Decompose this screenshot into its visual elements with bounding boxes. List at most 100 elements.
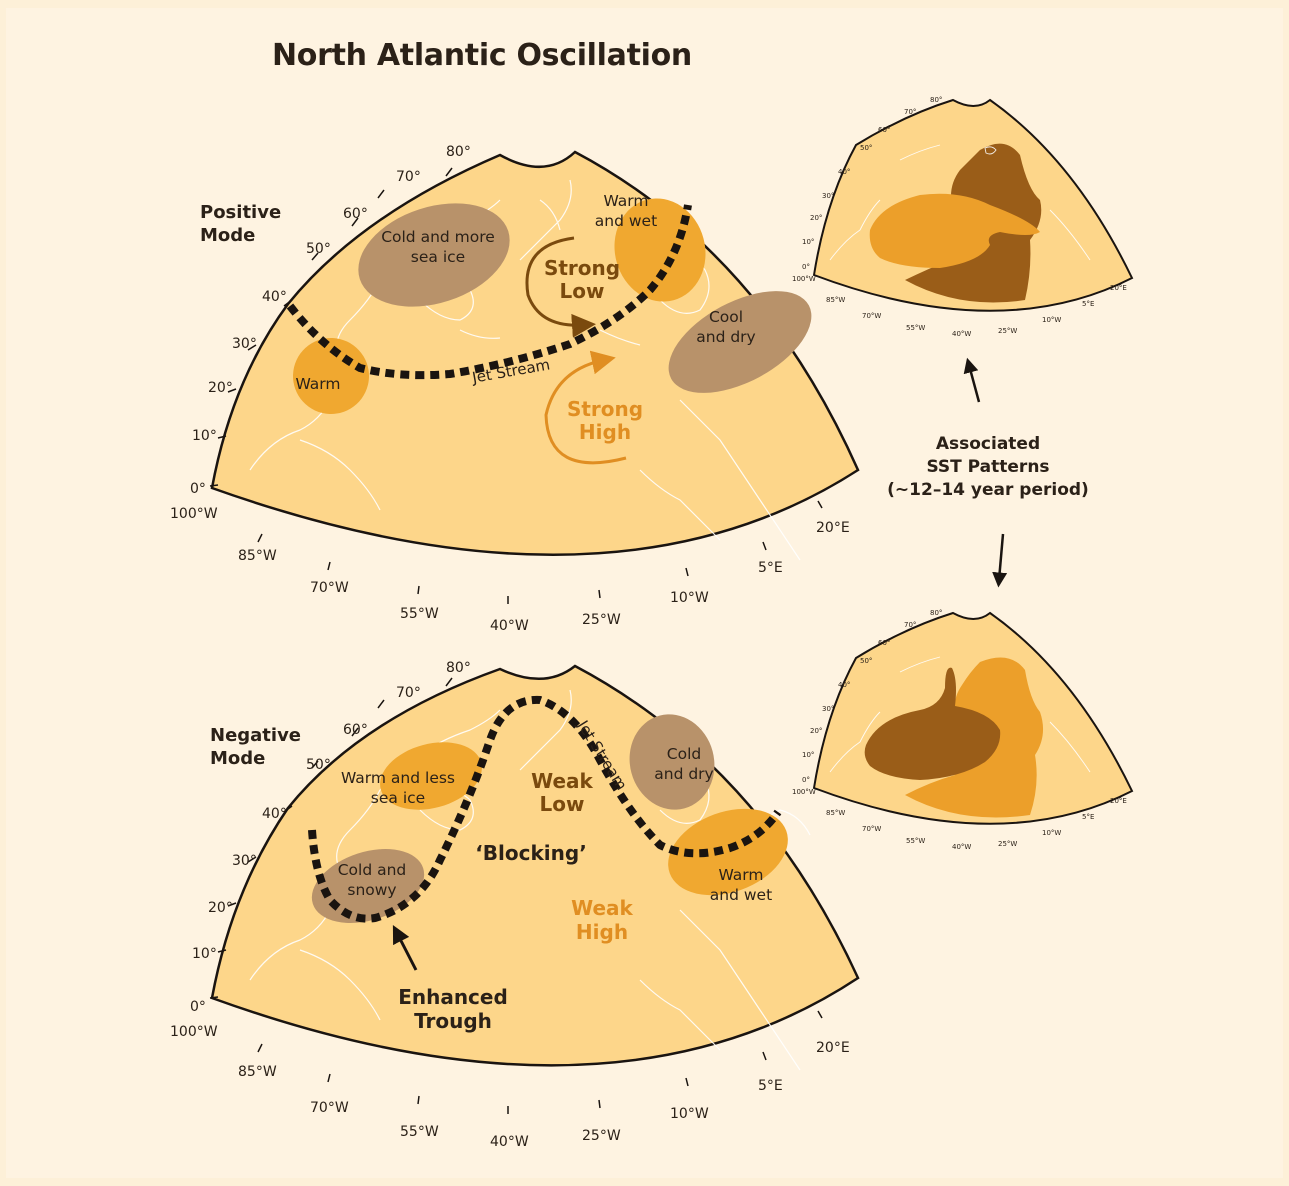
neg-warmwet-label-2: and wet	[710, 886, 772, 904]
neg-trough-label-2: Trough	[414, 1009, 492, 1033]
pos-lon-5e: 5°E	[758, 560, 783, 576]
neg-low-label-2: Low	[540, 792, 585, 816]
sst-top-lat-50: 50°	[860, 144, 872, 152]
sst-bot-lat-0: 0°	[802, 776, 810, 784]
pos-high-label-2: High	[579, 420, 631, 444]
neg-blocking-label: ‘Blocking’	[475, 841, 587, 865]
sst-bot-lon-55w: 55°W	[906, 837, 925, 845]
sst-bottom-dark-region	[864, 667, 1001, 780]
sst-label-1: Associated	[936, 434, 1040, 454]
pos-cooldry-region	[668, 291, 812, 393]
positive-mode-map	[209, 150, 860, 604]
pos-warmwet-label-1: Warm	[603, 192, 648, 210]
neg-lat-60: 60°	[343, 722, 368, 738]
neg-lon-10w: 10°W	[670, 1106, 709, 1122]
pos-lon-20e: 20°E	[816, 520, 850, 536]
pos-warmwet-region	[614, 198, 706, 302]
pos-warm-label: Warm	[295, 375, 340, 393]
pos-lat-40: 40°	[262, 289, 287, 305]
negative-mode-map	[209, 664, 860, 1114]
pos-cooldry-label-1: Cool	[709, 308, 743, 326]
sst-top-lat-0: 0°	[802, 263, 810, 271]
pos-warmwet-label-2: and wet	[595, 212, 657, 230]
sst-top-lat-30: 30°	[822, 192, 834, 200]
sst-top-lat-70: 70°	[904, 108, 916, 116]
neg-lon-70w: 70°W	[310, 1100, 349, 1116]
sst-top-lat-20: 20°	[810, 214, 822, 222]
pos-high-arrow	[544, 350, 627, 465]
sst-arrow-up	[963, 357, 981, 403]
sst-bot-lon-70w: 70°W	[862, 825, 881, 833]
pos-lat-70: 70°	[396, 169, 421, 185]
neg-lat-50: 50°	[306, 757, 331, 773]
sst-top-lon-55w: 55°W	[906, 324, 925, 332]
sst-bot-lat-10: 10°	[802, 751, 814, 759]
pos-lon-85w: 85°W	[238, 548, 277, 564]
neg-lon-5e: 5°E	[758, 1078, 783, 1094]
neg-lat-10: 10°	[192, 946, 217, 962]
pos-cold-region	[358, 203, 510, 307]
negative-mode-label-1: Negative	[210, 725, 301, 746]
sst-bot-lon-10w: 10°W	[1042, 829, 1061, 837]
neg-trough-label-1: Enhanced	[398, 985, 508, 1009]
positive-mode-label-2: Mode	[200, 225, 255, 246]
pos-lat-0: 0°	[190, 481, 206, 497]
sst-bot-lon-25w: 25°W	[998, 840, 1017, 848]
neg-lat-80: 80°	[446, 660, 471, 676]
sst-map-bottom	[812, 611, 1134, 825]
pos-lat-30: 30°	[232, 336, 257, 352]
neg-lat-20: 20°	[208, 900, 233, 916]
sst-bot-lat-30: 30°	[822, 705, 834, 713]
neg-colddry-label-2: and dry	[654, 765, 713, 783]
neg-warmwet-label-1: Warm	[718, 866, 763, 884]
pos-lat-20: 20°	[208, 380, 233, 396]
pos-lat-50: 50°	[306, 241, 331, 257]
pos-lat-10: 10°	[192, 428, 217, 444]
sst-top-lon-40w: 40°W	[952, 330, 971, 338]
sst-top-lat-60: 60°	[878, 126, 890, 134]
sst-bot-lon-5e: 5°E	[1082, 813, 1094, 821]
neg-trough-arrow	[392, 924, 418, 971]
neg-coldsnowy-label-2: snowy	[347, 881, 396, 899]
pos-lon-25w: 25°W	[582, 612, 621, 628]
sst-bot-lon-100w: 100°W	[792, 788, 816, 796]
neg-lat-70: 70°	[396, 685, 421, 701]
neg-jet-stream	[308, 695, 782, 923]
pos-high-label-1: Strong	[567, 397, 643, 421]
neg-coldsnowy-label-1: Cold and	[338, 861, 407, 879]
sst-top-lat-80: 80°	[930, 96, 942, 104]
pos-warm-region	[293, 338, 369, 414]
sst-bot-lon-40w: 40°W	[952, 843, 971, 851]
sst-top-lat-10: 10°	[802, 238, 814, 246]
sst-label-2: SST Patterns	[926, 457, 1049, 477]
pos-low-label-2: Low	[560, 279, 605, 303]
sst-map-top	[812, 98, 1134, 312]
pos-cold-label-1: Cold and more	[381, 228, 495, 246]
sst-top-warm-region	[869, 193, 1040, 268]
neg-high-label-1: Weak	[571, 896, 633, 920]
figure-title: North Atlantic Oscillation	[272, 38, 692, 73]
sst-bot-lat-70: 70°	[904, 621, 916, 629]
sst-bot-lat-40: 40°	[838, 681, 850, 689]
pos-lat-60: 60°	[343, 206, 368, 222]
sst-top-lon-10w: 10°W	[1042, 316, 1061, 324]
sst-top-lat-40: 40°	[838, 168, 850, 176]
pos-lat-80: 80°	[446, 144, 471, 160]
sst-top-lon-20e: 20°E	[1110, 284, 1127, 292]
sst-top-lon-25w: 25°W	[998, 327, 1017, 335]
sst-label-3: (~12–14 year period)	[887, 480, 1089, 500]
pos-low-arrow	[525, 236, 596, 338]
neg-lat-0: 0°	[190, 999, 206, 1015]
sst-top-lon-85w: 85°W	[826, 296, 845, 304]
neg-lon-100w: 100°W	[170, 1024, 218, 1040]
pos-low-label-1: Strong	[544, 256, 620, 280]
neg-lon-25w: 25°W	[582, 1128, 621, 1144]
neg-lon-40w: 40°W	[490, 1134, 529, 1150]
neg-lon-55w: 55°W	[400, 1124, 439, 1140]
neg-high-label-2: High	[576, 920, 628, 944]
positive-mode-label-1: Positive	[200, 202, 281, 223]
pos-jet-stream	[286, 204, 692, 380]
sst-bot-lat-60: 60°	[878, 639, 890, 647]
neg-colddry-region	[629, 714, 715, 810]
